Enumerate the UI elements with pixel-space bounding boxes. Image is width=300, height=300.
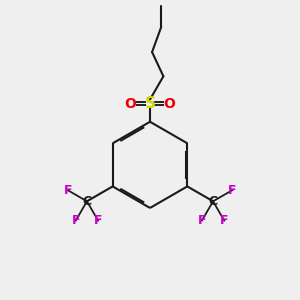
Text: F: F xyxy=(94,214,102,227)
Text: O: O xyxy=(125,97,136,111)
Text: S: S xyxy=(145,96,155,111)
Text: F: F xyxy=(220,214,229,227)
Text: F: F xyxy=(63,184,72,196)
Text: C: C xyxy=(82,195,91,208)
Text: F: F xyxy=(228,184,237,196)
Text: C: C xyxy=(208,195,217,208)
Text: F: F xyxy=(198,214,206,227)
Text: F: F xyxy=(71,214,80,227)
Text: O: O xyxy=(164,97,175,111)
